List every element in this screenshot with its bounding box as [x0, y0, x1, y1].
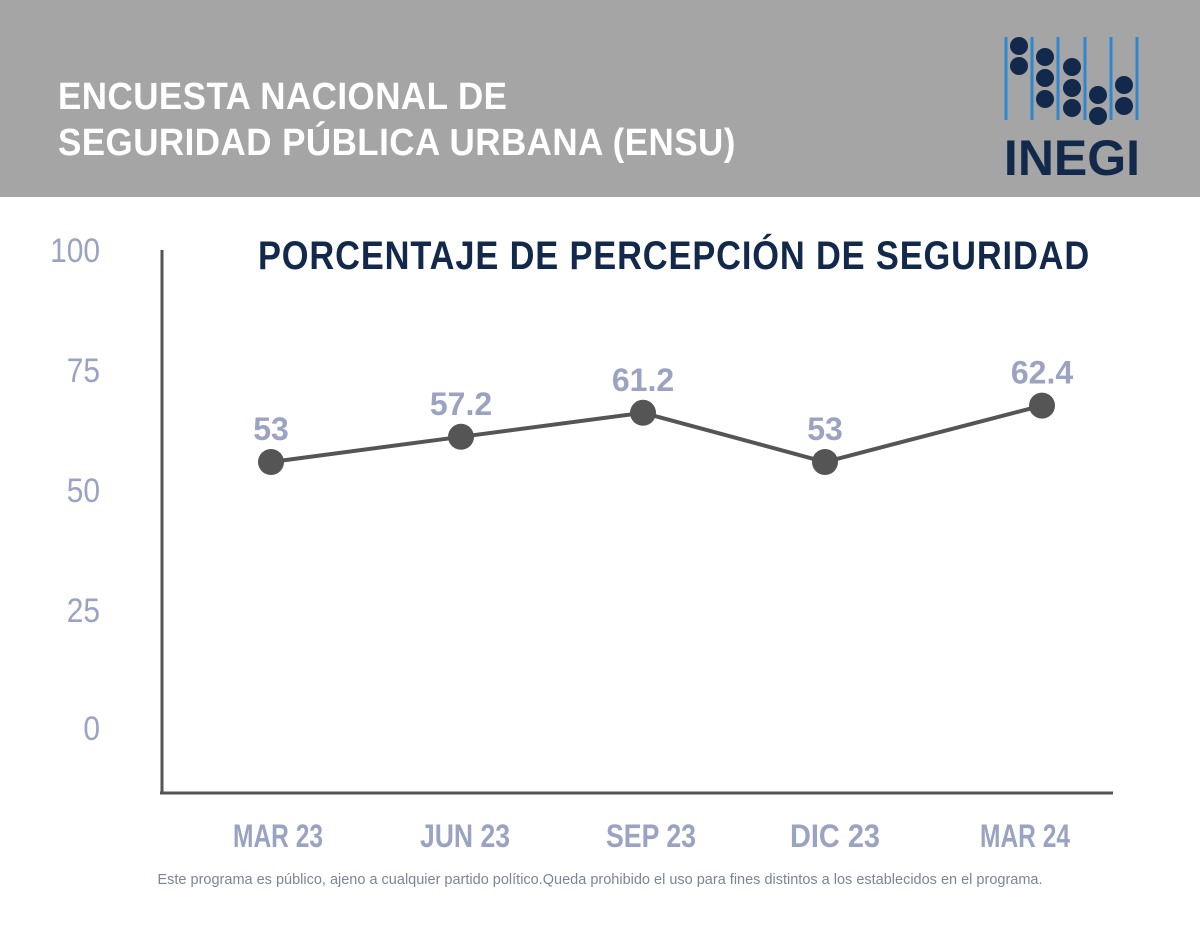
data-label: 57.2: [430, 386, 492, 422]
logo-dot: [1115, 97, 1133, 115]
logo-dot: [1089, 107, 1107, 125]
y-tick-label: 0: [83, 709, 100, 747]
title-line-1: ENCUESTA NACIONAL DE: [58, 76, 508, 118]
chart-title: PORCENTAJE DE PERCEPCIÓN DE SEGURIDAD: [258, 234, 1091, 278]
inegi-logo-text: INEGI: [1004, 130, 1140, 186]
data-label: 53: [253, 411, 289, 447]
logo-dot: [1036, 69, 1054, 87]
series-line: [270, 403, 1043, 465]
footer-disclaimer: Este programa es público, ajeno a cualqu…: [157, 872, 1043, 888]
data-label: 62.4: [1011, 355, 1073, 391]
survey-title: ENCUESTA NACIONAL DE SEGURIDAD PÚBLICA U…: [58, 74, 736, 166]
data-point: [258, 449, 284, 475]
y-tick-label: 100: [50, 231, 100, 269]
logo-dot: [1010, 37, 1028, 55]
data-point: [1029, 392, 1055, 419]
data-point: [812, 449, 838, 475]
y-tick-label: 25: [67, 591, 100, 629]
title-line-2: SEGURIDAD PÚBLICA URBANA (ENSU): [58, 122, 736, 164]
data-point: [448, 423, 474, 450]
logo-dot: [1063, 79, 1081, 97]
logo-dot: [1089, 86, 1107, 104]
logo-dot: [1063, 58, 1081, 76]
data-label: 61.2: [612, 362, 674, 398]
x-tick-label: JUN 23: [420, 818, 510, 854]
y-tick-label: 50: [67, 471, 100, 509]
x-tick-label: SEP 23: [606, 818, 696, 854]
logo-dot: [1036, 48, 1054, 66]
x-tick-label: MAR 24: [980, 818, 1070, 854]
data-point: [630, 399, 656, 426]
y-tick-label: 75: [67, 351, 100, 389]
inegi-logo: [1004, 37, 1139, 125]
logo-dot: [1010, 57, 1028, 75]
data-label: 53: [807, 411, 843, 447]
x-tick-label: DIC 23: [790, 818, 880, 854]
logo-dot: [1036, 90, 1054, 108]
header: ENCUESTA NACIONAL DE SEGURIDAD PÚBLICA U…: [0, 0, 1200, 197]
x-tick-label: MAR 23: [233, 818, 323, 854]
logo-dot: [1115, 76, 1133, 94]
logo-dot: [1063, 99, 1081, 117]
